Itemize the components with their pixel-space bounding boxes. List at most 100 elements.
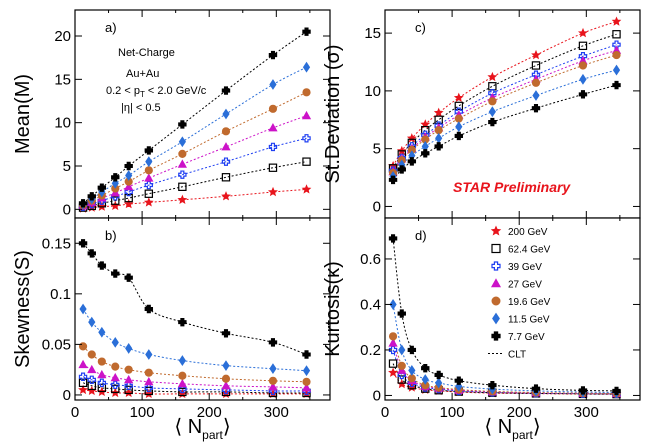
x-tick-label: 200 [507, 404, 532, 421]
data-point [578, 61, 588, 70]
clt-curve [82, 376, 307, 392]
data-point [454, 131, 464, 141]
data-point [124, 365, 133, 374]
data-point [97, 378, 107, 388]
panel-c: 0 5 10 15 c) St.Deviation (σ) STAR Preliminary [322, 9, 641, 219]
plot-frame [384, 9, 641, 219]
annotation: Au+Au [126, 68, 159, 80]
data-point [397, 309, 406, 318]
panel-d: 0 100 200 300 0 0.2 0.4 0.6 d) Kurtosis(κ) ⟨ Npart… [322, 217, 641, 442]
data-point [454, 101, 464, 111]
data-point [125, 343, 133, 354]
data-point [124, 187, 133, 197]
data-point [78, 378, 88, 388]
data-point [531, 104, 541, 113]
data-point [221, 142, 231, 151]
y-tick-label: 0 [63, 387, 71, 404]
data-point [302, 377, 311, 386]
data-point [269, 363, 277, 375]
data-point [388, 234, 398, 243]
data-point [98, 326, 106, 338]
clt-curve [82, 91, 307, 206]
data-point [435, 377, 443, 389]
data-point [268, 104, 278, 113]
panel-b: 0 100 200 300 0 0.05 0.1 0.15 b) Skewness(S) ⟨ Npa… [12, 217, 331, 442]
legend-label: 62.4 GeV [508, 245, 551, 256]
data-point [407, 157, 417, 166]
panel-label: c) [415, 20, 426, 35]
data-point [178, 182, 187, 191]
data-point [531, 78, 541, 87]
clt-curve [82, 161, 307, 209]
data-point [407, 374, 416, 383]
data-point [88, 316, 96, 328]
star-preliminary-label: STAR Preliminary [453, 179, 571, 195]
data-point [267, 186, 278, 197]
data-point [221, 191, 231, 201]
clt-curve [392, 44, 617, 171]
legend-marker [491, 296, 501, 306]
data-point [577, 27, 588, 38]
data-point [177, 378, 187, 388]
data-point [111, 362, 120, 371]
clt-curve [82, 137, 307, 208]
legend-label: 39 GeV [508, 262, 542, 273]
data-point [612, 64, 621, 76]
clt-curve [392, 238, 617, 392]
y-tick-label: 0 [63, 201, 71, 218]
data-point [221, 173, 231, 182]
data-point [87, 350, 96, 359]
y-tick-label: 15 [364, 25, 381, 42]
clt-curve [83, 188, 307, 209]
clt-curve [82, 66, 307, 205]
data-point [268, 376, 278, 385]
clt-curves [392, 238, 617, 395]
x-axis-title: ⟨ Npart⟩ [174, 416, 230, 442]
data-point [269, 79, 277, 90]
data-point [87, 375, 96, 384]
clt-curve [82, 346, 307, 383]
clt-curve [392, 363, 617, 395]
y-tick-label: 5 [373, 141, 381, 158]
clt-curve [82, 308, 307, 372]
data-point [177, 194, 188, 204]
legend-label: CLT [508, 350, 526, 361]
data-point [78, 239, 88, 248]
data-point [178, 384, 187, 394]
clt-curve [392, 336, 617, 394]
data-point [302, 350, 311, 359]
data-point [302, 134, 311, 143]
clt-curve [392, 54, 617, 174]
data-point [421, 149, 430, 158]
data-point [531, 61, 541, 70]
annotation: Net-Charge [118, 47, 175, 59]
legend-marker [490, 278, 502, 288]
y-tick-label: 20 [54, 28, 71, 45]
data-point [268, 163, 278, 172]
data-point [397, 375, 406, 384]
x-tick-label: 100 [440, 404, 465, 421]
legend-marker [491, 331, 501, 341]
data-point [143, 197, 154, 207]
data-point [434, 370, 443, 380]
data-point [111, 384, 120, 394]
data-point [612, 50, 621, 60]
y-tick-label: 0.6 [360, 251, 381, 268]
data-point [178, 387, 187, 397]
data-point [532, 90, 540, 101]
clt-curve [392, 21, 617, 167]
data-point [144, 146, 154, 155]
data-point [434, 126, 443, 135]
legend-marker [492, 312, 500, 325]
data-point [124, 385, 133, 395]
data-point [145, 349, 153, 360]
data-point [389, 299, 397, 310]
data-point [144, 383, 154, 393]
clt-curve [82, 364, 307, 389]
data-point [124, 381, 133, 391]
y-tick-label: 0.15 [42, 235, 71, 252]
data-point [178, 136, 186, 148]
y-tick-label: 0.1 [50, 286, 71, 303]
data-point [302, 27, 311, 36]
data-point [144, 180, 154, 190]
